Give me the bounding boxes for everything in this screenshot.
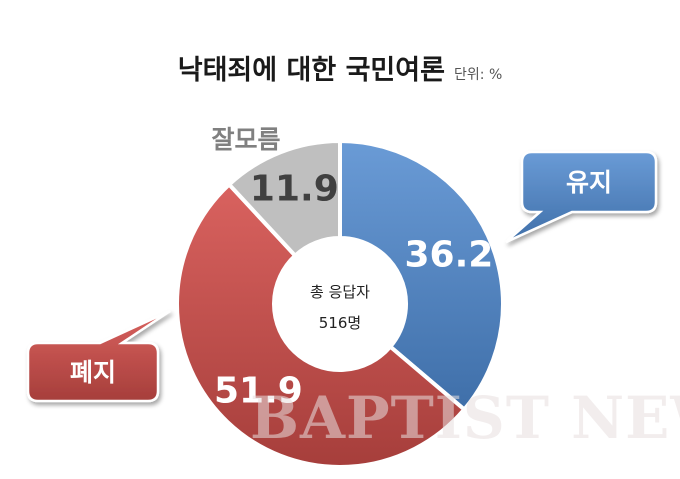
watermark-text: BAPTIST NEWS <box>250 384 680 452</box>
value-label-maintain: 36.2 <box>404 235 493 276</box>
label-unsure: 잘모름 <box>211 125 280 154</box>
callout-label-abolish: 폐지 <box>70 358 116 387</box>
center-total-label: 총 응답자 <box>310 283 370 301</box>
callout-maintain <box>505 150 658 244</box>
slice-unsure <box>226 138 342 259</box>
slice-maintain <box>338 138 505 413</box>
callout-abolish <box>26 309 171 403</box>
chart-title-text: 낙태죄에 대한 국민여론 <box>177 55 445 86</box>
value-label-unsure: 11.9 <box>250 169 339 210</box>
callout-label-maintain: 유지 <box>566 168 612 197</box>
chart-title: 낙태죄에 대한 국민여론 단위: % <box>0 48 680 87</box>
unit-note: 단위: % <box>454 67 503 83</box>
slice-abolish <box>175 181 468 469</box>
center-total-count: 516명 <box>319 314 361 332</box>
donut-slices: 36.2 51.9 11.9 <box>175 138 505 469</box>
value-label-abolish: 51.9 <box>214 370 303 411</box>
